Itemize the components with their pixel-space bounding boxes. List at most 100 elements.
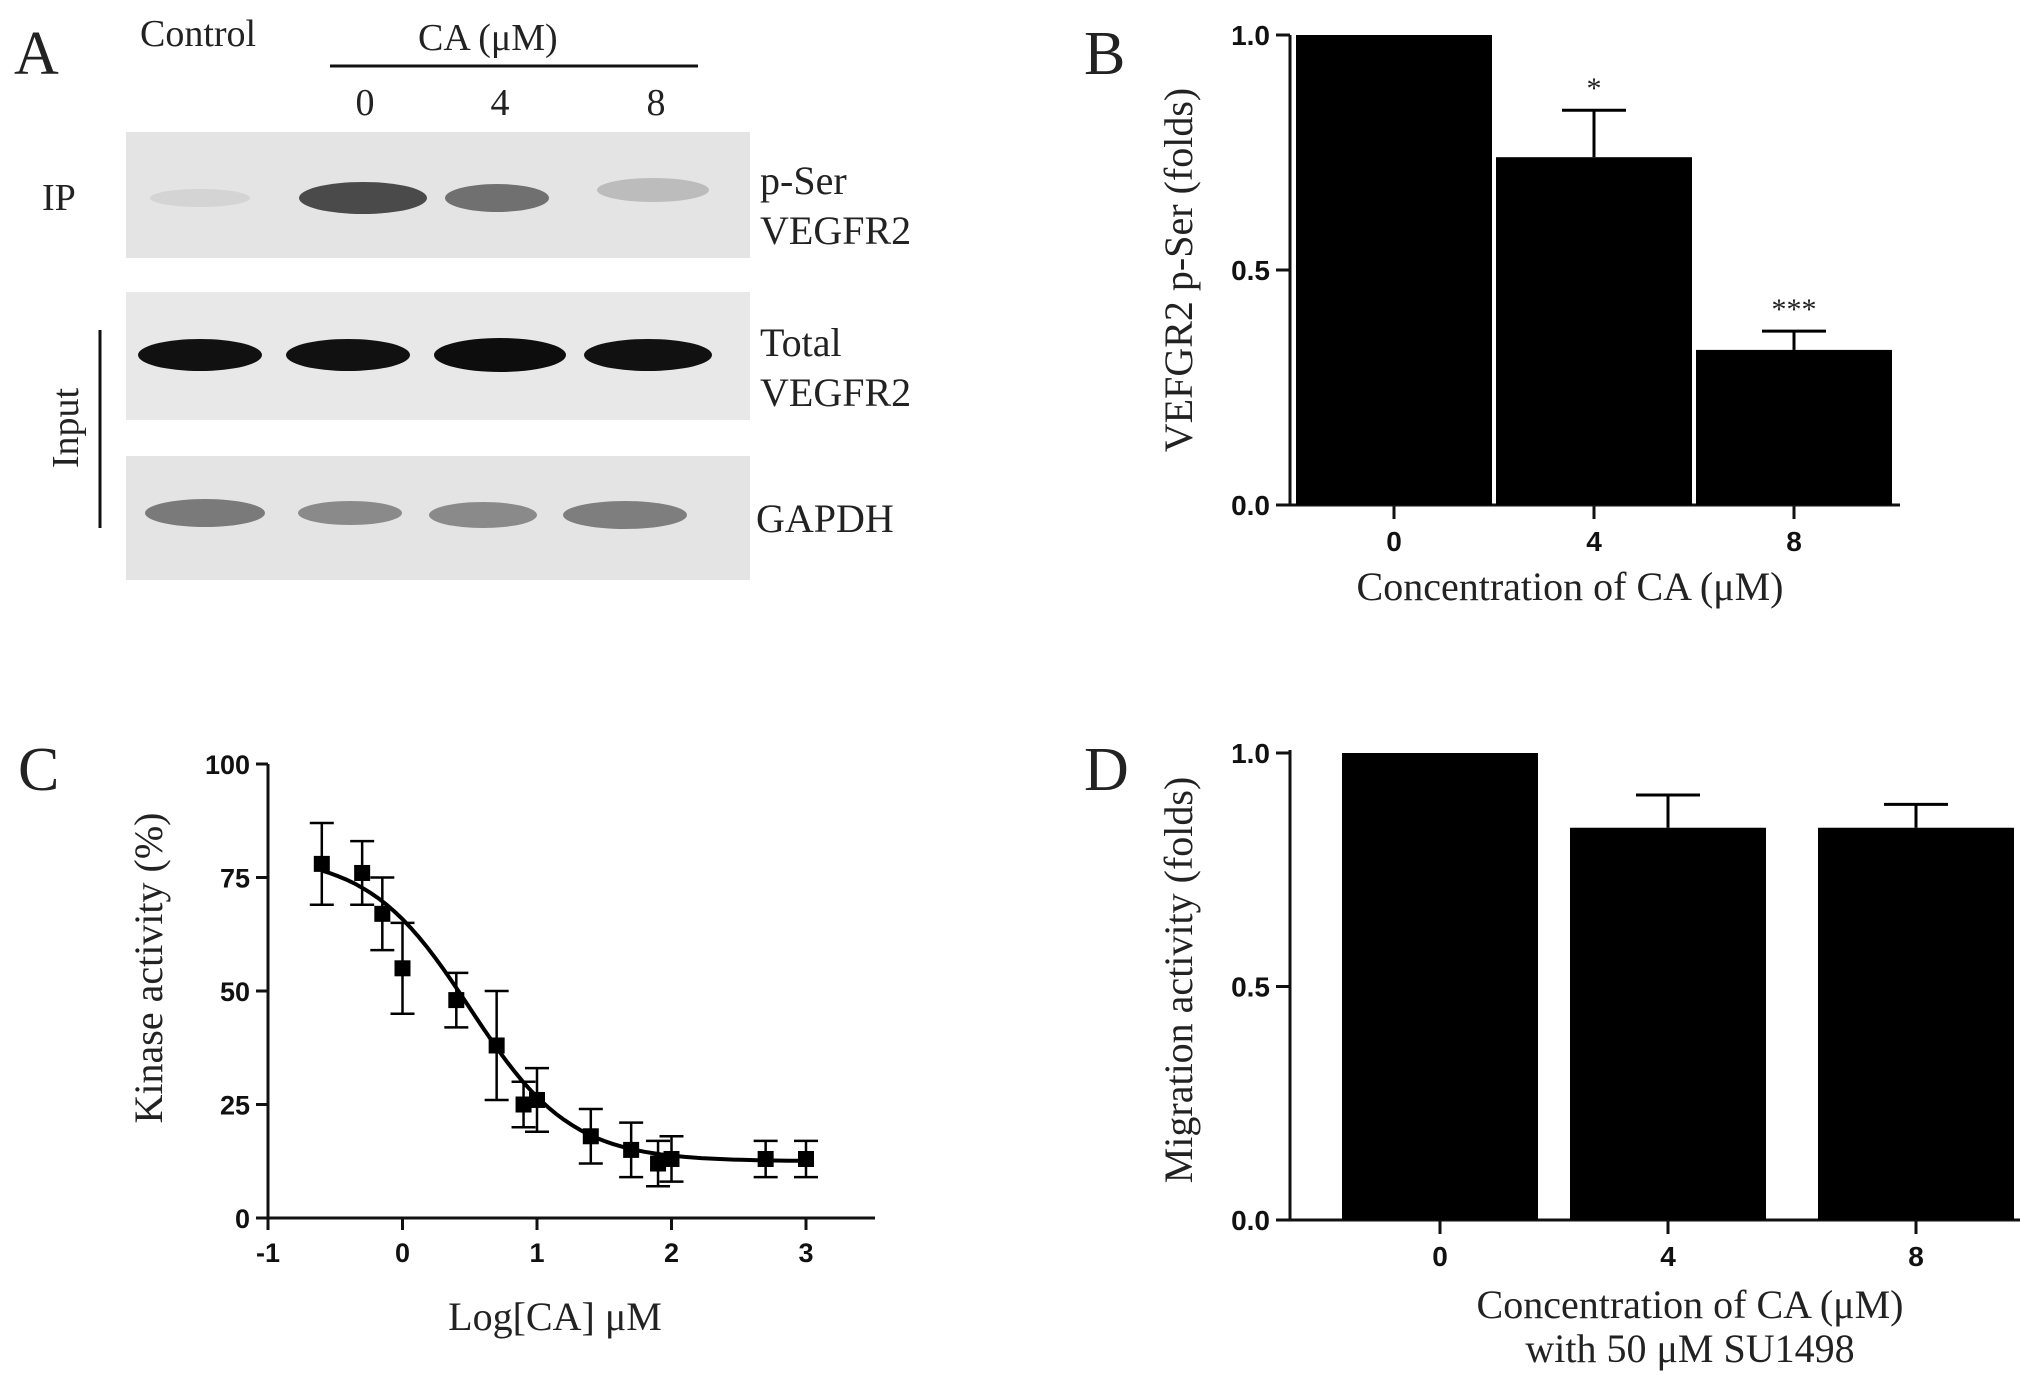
bar-group bbox=[1296, 35, 1892, 505]
y-tick-label: 75 bbox=[220, 864, 250, 894]
panel-d-chart: D 0.0 0.5 1.0 0 4 8 Migration activity (fold… bbox=[1084, 736, 2020, 1371]
bar bbox=[1696, 349, 1892, 505]
bar bbox=[1342, 753, 1538, 1220]
panel-d-letter: D bbox=[1084, 736, 1129, 804]
significance-mark: *** bbox=[1772, 293, 1817, 326]
x-tick-group: -1 0 1 2 3 bbox=[256, 1218, 814, 1268]
y-tick-label: 1.0 bbox=[1231, 20, 1270, 51]
data-point bbox=[529, 1091, 545, 1108]
data-point bbox=[313, 855, 330, 872]
blot-label-line: GAPDH bbox=[756, 496, 894, 541]
blot-label-line: VEGFR2 bbox=[760, 208, 911, 253]
fit-curve bbox=[321, 868, 806, 1163]
x-tick-group: 0 4 8 bbox=[1386, 505, 1802, 557]
lane-label-0: 0 bbox=[356, 82, 375, 124]
blot-band bbox=[584, 339, 712, 371]
x-tick-label: 4 bbox=[1586, 526, 1602, 557]
x-tick-label: 8 bbox=[1908, 1241, 1924, 1272]
y-tick-label: 25 bbox=[220, 1091, 250, 1121]
bar bbox=[1496, 157, 1692, 505]
data-point bbox=[582, 1128, 599, 1145]
x-axis-label: Log[CA] μM bbox=[448, 1294, 662, 1339]
data-point bbox=[354, 864, 371, 881]
x-tick-label: 1 bbox=[529, 1238, 544, 1268]
data-point bbox=[663, 1150, 680, 1167]
y-tick-label: 0.5 bbox=[1231, 255, 1270, 286]
y-tick-group: 0.0 0.5 1.0 bbox=[1231, 738, 1290, 1236]
panel-c-letter: C bbox=[18, 736, 59, 804]
blot-band bbox=[138, 339, 262, 371]
y-tick-label: 0.0 bbox=[1231, 490, 1270, 521]
panel-b-letter: B bbox=[1084, 20, 1125, 88]
control-label: Control bbox=[140, 13, 256, 55]
data-point bbox=[757, 1150, 774, 1167]
blot-band bbox=[445, 184, 549, 212]
blot-band bbox=[298, 501, 402, 525]
blot-band bbox=[145, 499, 265, 527]
x-tick-label: -1 bbox=[256, 1238, 280, 1268]
blot-band bbox=[434, 338, 566, 372]
data-point bbox=[448, 992, 465, 1009]
ip-label: IP bbox=[42, 177, 76, 219]
blot-pser-vegfr2: p-Ser VEGFR2 bbox=[126, 132, 911, 258]
significance-group: **** bbox=[1587, 72, 1817, 326]
blot-band bbox=[299, 182, 427, 214]
blot-band bbox=[286, 339, 410, 371]
x-tick-label: 3 bbox=[798, 1238, 813, 1268]
panel-a-letter: A bbox=[14, 20, 59, 88]
y-axis-label: Kinase activity (%) bbox=[126, 813, 171, 1124]
x-axis-label: Concentration of CA (μM) bbox=[1357, 564, 1784, 609]
y-axis-label: Migration activity (folds) bbox=[1156, 777, 1201, 1184]
x-tick-group: 0 4 8 bbox=[1432, 1220, 1924, 1272]
bar-group bbox=[1342, 753, 2014, 1220]
y-tick-label: 0 bbox=[235, 1204, 250, 1234]
blot-gapdh: GAPDH bbox=[126, 456, 894, 580]
input-label: Input bbox=[45, 387, 87, 468]
y-tick-label: 0.5 bbox=[1231, 972, 1270, 1003]
lane-label-8: 8 bbox=[647, 82, 666, 124]
significance-mark: * bbox=[1587, 72, 1602, 105]
y-tick-label: 1.0 bbox=[1231, 738, 1270, 769]
data-point bbox=[488, 1037, 505, 1054]
x-tick-label: 0 bbox=[395, 1238, 410, 1268]
x-axis-label-line-1: Concentration of CA (μM) bbox=[1477, 1282, 1904, 1327]
data-point bbox=[623, 1141, 640, 1158]
y-tick-label: 0.0 bbox=[1231, 1205, 1270, 1236]
bar bbox=[1296, 35, 1492, 505]
data-point bbox=[394, 960, 411, 977]
x-tick-label: 4 bbox=[1660, 1241, 1676, 1272]
data-point bbox=[374, 905, 391, 922]
blot-band bbox=[429, 502, 537, 528]
bar bbox=[1818, 827, 2014, 1220]
error-bar-group bbox=[1562, 108, 1826, 350]
y-tick-group: 0 25 50 75 100 bbox=[205, 750, 268, 1234]
data-point bbox=[650, 1155, 667, 1172]
x-tick-label: 0 bbox=[1432, 1241, 1448, 1272]
lane-label-4: 4 bbox=[491, 82, 510, 124]
treatment-label: CA (μM) bbox=[418, 17, 558, 59]
error-bar-group bbox=[309, 821, 818, 1188]
blot-band bbox=[563, 501, 687, 529]
x-tick-label: 8 bbox=[1786, 526, 1802, 557]
y-tick-label: 50 bbox=[220, 977, 250, 1007]
point-group bbox=[313, 855, 814, 1172]
data-point bbox=[798, 1150, 814, 1167]
x-tick-label: 0 bbox=[1386, 526, 1402, 557]
blot-label-line: VEGFR2 bbox=[760, 370, 911, 415]
blot-band bbox=[150, 189, 250, 207]
x-axis-label-line-2: with 50 μM SU1498 bbox=[1525, 1326, 1854, 1371]
blot-band bbox=[597, 178, 709, 202]
panel-a: A Control CA (μM) 0 4 8 IP Input p-Ser V… bbox=[14, 13, 911, 580]
y-tick-label: 100 bbox=[205, 750, 250, 780]
blot-total-vegfr2: Total VEGFR2 bbox=[126, 292, 911, 420]
bar bbox=[1570, 827, 1766, 1220]
data-point bbox=[515, 1096, 532, 1113]
y-tick-group: 0.0 0.5 1.0 bbox=[1231, 20, 1290, 521]
x-tick-label: 2 bbox=[664, 1238, 679, 1268]
y-axis-label: VEFGR2 p-Ser (folds) bbox=[1156, 88, 1201, 452]
error-bar-group bbox=[1636, 793, 1948, 828]
blot-label-line: Total bbox=[760, 320, 842, 365]
